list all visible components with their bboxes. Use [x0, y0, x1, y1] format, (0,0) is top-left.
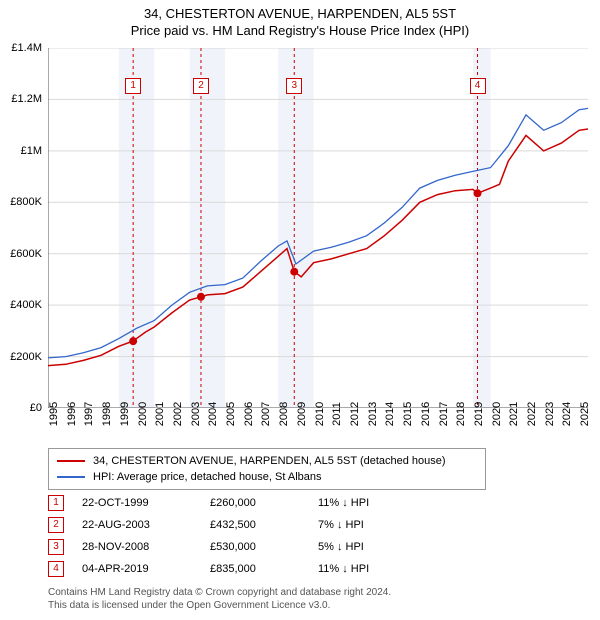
sale-diff: 11% ↓ HPI: [318, 497, 438, 509]
sale-date: 04-APR-2019: [82, 563, 192, 575]
x-axis-label: 2004: [207, 402, 219, 426]
sale-price: £260,000: [210, 497, 300, 509]
y-axis-label: £1.2M: [11, 93, 42, 105]
x-axis-label: 2011: [331, 402, 343, 426]
x-axis-label: 2001: [154, 402, 166, 426]
x-axis-label: 1999: [119, 402, 131, 426]
x-axis-label: 2002: [172, 402, 184, 426]
legend-label: 34, CHESTERTON AVENUE, HARPENDEN, AL5 5S…: [93, 453, 446, 469]
x-axis-label: 2009: [296, 402, 308, 426]
sale-price: £835,000: [210, 563, 300, 575]
x-axis-label: 2017: [438, 402, 450, 426]
x-axis-label: 1995: [48, 402, 60, 426]
x-axis-label: 2013: [367, 402, 379, 426]
legend-swatch: [57, 460, 85, 462]
x-axis-label: 2000: [137, 402, 149, 426]
x-axis-label: 2021: [508, 402, 520, 426]
legend-item: 34, CHESTERTON AVENUE, HARPENDEN, AL5 5S…: [57, 453, 477, 469]
y-axis-label: £800K: [10, 196, 42, 208]
sale-number: 1: [48, 495, 64, 511]
x-axis-label: 2024: [561, 402, 573, 426]
x-axis-label: 1996: [66, 402, 78, 426]
footer: Contains HM Land Registry data © Crown c…: [48, 586, 391, 612]
sale-number: 2: [48, 517, 64, 533]
y-axis-label: £1.4M: [11, 42, 42, 54]
sale-price: £432,500: [210, 519, 300, 531]
footer-line-1: Contains HM Land Registry data © Crown c…: [48, 586, 391, 599]
legend-item: HPI: Average price, detached house, St A…: [57, 469, 477, 485]
y-axis-label: £600K: [10, 248, 42, 260]
event-marker: 1: [125, 78, 141, 94]
x-axis-label: 1998: [101, 402, 113, 426]
sale-date: 22-OCT-1999: [82, 497, 192, 509]
x-axis-label: 2007: [260, 402, 272, 426]
x-axis-label: 1997: [83, 402, 95, 426]
legend-swatch: [57, 476, 85, 478]
x-axis-label: 2012: [349, 402, 361, 426]
legend: 34, CHESTERTON AVENUE, HARPENDEN, AL5 5S…: [48, 448, 486, 490]
y-axis-label: £200K: [10, 351, 42, 363]
sale-row: 2 22-AUG-2003 £432,500 7% ↓ HPI: [48, 514, 568, 536]
x-axis-label: 2019: [473, 402, 485, 426]
x-axis-label: 2016: [420, 402, 432, 426]
x-axis-label: 2003: [190, 402, 202, 426]
sale-date: 22-AUG-2003: [82, 519, 192, 531]
chart-subtitle: Price paid vs. HM Land Registry's House …: [0, 23, 600, 38]
x-axis-label: 2014: [384, 402, 396, 426]
y-axis-label: £1M: [21, 145, 42, 157]
x-axis-label: 2018: [455, 402, 467, 426]
x-axis-label: 2015: [402, 402, 414, 426]
page: 34, CHESTERTON AVENUE, HARPENDEN, AL5 5S…: [0, 0, 600, 620]
sale-row: 3 28-NOV-2008 £530,000 5% ↓ HPI: [48, 536, 568, 558]
titles: 34, CHESTERTON AVENUE, HARPENDEN, AL5 5S…: [0, 0, 600, 38]
x-axis-label: 2008: [278, 402, 290, 426]
sale-diff: 11% ↓ HPI: [318, 563, 438, 575]
sale-row: 4 04-APR-2019 £835,000 11% ↓ HPI: [48, 558, 568, 580]
x-axis-label: 2005: [225, 402, 237, 426]
sale-date: 28-NOV-2008: [82, 541, 192, 553]
sale-row: 1 22-OCT-1999 £260,000 11% ↓ HPI: [48, 492, 568, 514]
sale-diff: 5% ↓ HPI: [318, 541, 438, 553]
x-axis-label: 2020: [491, 402, 503, 426]
y-axis-label: £400K: [10, 299, 42, 311]
sale-price: £530,000: [210, 541, 300, 553]
x-axis-label: 2023: [544, 402, 556, 426]
event-marker: 2: [193, 78, 209, 94]
sale-number: 3: [48, 539, 64, 555]
x-axis-label: 2010: [314, 402, 326, 426]
legend-label: HPI: Average price, detached house, St A…: [93, 469, 322, 485]
chart-area: £0£200K£400K£600K£800K£1M£1.2M£1.4M19951…: [48, 48, 588, 408]
chart-title: 34, CHESTERTON AVENUE, HARPENDEN, AL5 5S…: [0, 6, 600, 21]
event-marker: 4: [470, 78, 486, 94]
x-axis-label: 2006: [243, 402, 255, 426]
chart-svg: [48, 48, 588, 408]
sale-number: 4: [48, 561, 64, 577]
sales-table: 1 22-OCT-1999 £260,000 11% ↓ HPI 2 22-AUG-200…: [48, 492, 568, 580]
x-axis-label: 2022: [526, 402, 538, 426]
footer-line-2: This data is licensed under the Open Gov…: [48, 599, 391, 612]
y-axis-label: £0: [30, 402, 42, 414]
event-marker: 3: [286, 78, 302, 94]
sale-diff: 7% ↓ HPI: [318, 519, 438, 531]
x-axis-label: 2025: [579, 402, 591, 426]
